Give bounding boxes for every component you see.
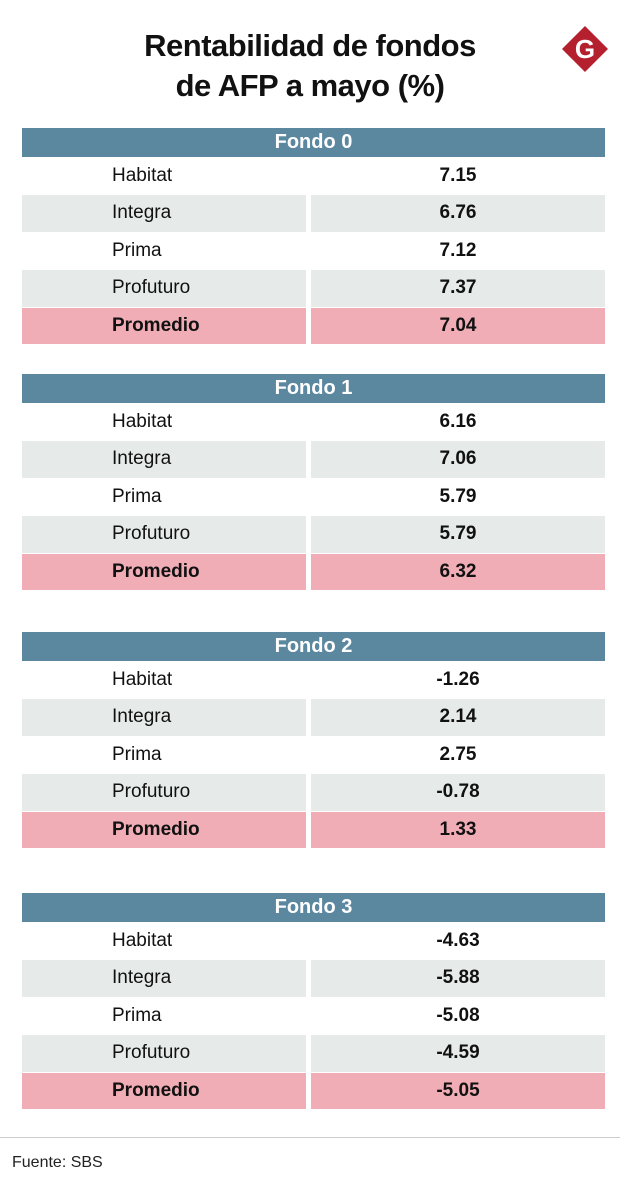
table-row: Habitat -1.26	[22, 661, 605, 698]
table-row: Integra 2.14	[22, 698, 605, 736]
table-row: Prima -5.08	[22, 997, 605, 1034]
fund-header: Fondo 2	[22, 632, 605, 661]
afp-label: Integra	[22, 699, 306, 736]
return-value: -5.05	[311, 1072, 605, 1109]
return-value: 7.04	[311, 307, 605, 344]
table-row: Profuturo 7.37	[22, 269, 605, 307]
afp-label: Habitat	[112, 411, 173, 432]
return-value: 7.15	[439, 165, 477, 186]
fund-header: Fondo 3	[22, 893, 605, 922]
return-value: -4.59	[311, 1035, 605, 1072]
table-row: Prima 7.12	[22, 232, 605, 269]
afp-label: Integra	[22, 441, 306, 478]
table-row: Prima 5.79	[22, 478, 605, 515]
table-row: Integra -5.88	[22, 959, 605, 997]
afp-label: Habitat	[112, 669, 173, 690]
afp-label: Prima	[112, 743, 162, 765]
table-row: Integra 6.76	[22, 194, 605, 232]
return-value: 2.14	[311, 699, 605, 736]
return-value: 7.06	[311, 441, 605, 478]
title-line-2: de AFP a mayo (%)	[175, 68, 445, 103]
afp-label: Profuturo	[22, 774, 306, 811]
return-value: -1.26	[436, 669, 480, 690]
afp-label: Prima	[112, 1004, 162, 1026]
average-row: Promedio 6.32	[22, 553, 605, 590]
page-title: Rentabilidad de fondos de AFP a mayo (%)	[0, 26, 620, 106]
return-value: 5.79	[439, 485, 477, 507]
return-value: 2.75	[439, 743, 477, 765]
fund-header: Fondo 0	[22, 128, 605, 157]
fund-table: Fondo 3 Habitat -4.63 Integra -5.88 Prima -5.0…	[22, 893, 605, 1109]
table-row: Habitat 7.15	[22, 157, 605, 194]
return-value: -0.78	[311, 774, 605, 811]
return-value: 6.32	[311, 553, 605, 590]
afp-label: Habitat	[112, 165, 173, 186]
afp-label: Integra	[22, 195, 306, 232]
table-row: Habitat 6.16	[22, 403, 605, 440]
fund-table: Fondo 0 Habitat 7.15 Integra 6.76 Prima 7.12 Pr…	[22, 128, 605, 344]
svg-text:G: G	[575, 34, 595, 64]
fund-table: Fondo 1 Habitat 6.16 Integra 7.06 Prima 5.79 Pr…	[22, 374, 605, 590]
return-value: -4.63	[436, 930, 480, 951]
return-value: 7.37	[311, 270, 605, 307]
average-row: Promedio 1.33	[22, 811, 605, 848]
return-value: 6.76	[311, 195, 605, 232]
table-row: Habitat -4.63	[22, 922, 605, 959]
return-value: 1.33	[311, 811, 605, 848]
fund-table: Fondo 2 Habitat -1.26 Integra 2.14 Prima 2.75 P…	[22, 632, 605, 848]
afp-label: Promedio	[22, 811, 306, 848]
table-row: Profuturo -4.59	[22, 1034, 605, 1072]
return-value: -5.08	[436, 1004, 480, 1026]
source-note: Fuente: SBS	[12, 1154, 103, 1171]
title-line-1: Rentabilidad de fondos	[144, 28, 476, 63]
afp-label: Prima	[112, 239, 162, 261]
table-row: Integra 7.06	[22, 440, 605, 478]
gestion-logo-icon: G	[562, 26, 608, 72]
table-row: Profuturo 5.79	[22, 515, 605, 553]
average-row: Promedio 7.04	[22, 307, 605, 344]
afp-label: Prima	[112, 485, 162, 507]
afp-label: Profuturo	[22, 1035, 306, 1072]
afp-label: Promedio	[22, 1072, 306, 1109]
afp-label: Integra	[22, 960, 306, 997]
afp-label: Profuturo	[22, 270, 306, 307]
return-value: 6.16	[439, 411, 477, 432]
afp-label: Promedio	[22, 307, 306, 344]
fund-header: Fondo 1	[22, 374, 605, 403]
average-row: Promedio -5.05	[22, 1072, 605, 1109]
afp-label: Promedio	[22, 553, 306, 590]
return-value: 7.12	[439, 239, 477, 261]
table-row: Prima 2.75	[22, 736, 605, 773]
afp-label: Habitat	[112, 930, 173, 951]
afp-label: Profuturo	[22, 516, 306, 553]
return-value: -5.88	[311, 960, 605, 997]
return-value: 5.79	[311, 516, 605, 553]
table-row: Profuturo -0.78	[22, 773, 605, 811]
footer-divider	[0, 1137, 620, 1138]
